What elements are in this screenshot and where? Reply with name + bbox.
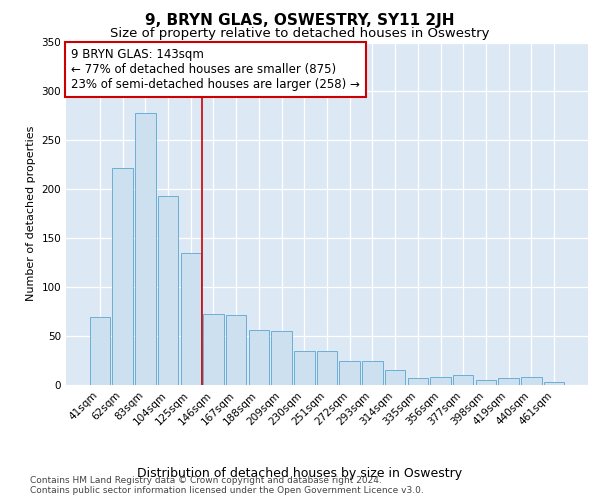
Bar: [499, 378, 519, 385]
Text: Size of property relative to detached houses in Oswestry: Size of property relative to detached ho…: [110, 28, 490, 40]
Bar: [476, 380, 496, 385]
Bar: [90, 316, 110, 385]
Bar: [385, 370, 406, 385]
Text: 9, BRYN GLAS, OSWESTRY, SY11 2JH: 9, BRYN GLAS, OSWESTRY, SY11 2JH: [145, 12, 455, 28]
Bar: [203, 314, 224, 385]
Text: Contains HM Land Registry data © Crown copyright and database right 2024.: Contains HM Land Registry data © Crown c…: [30, 476, 382, 485]
Bar: [226, 314, 247, 385]
Bar: [430, 377, 451, 385]
Bar: [544, 382, 564, 385]
Bar: [453, 375, 473, 385]
Bar: [362, 360, 383, 385]
Bar: [158, 196, 178, 385]
Text: Contains public sector information licensed under the Open Government Licence v3: Contains public sector information licen…: [30, 486, 424, 495]
Bar: [317, 351, 337, 385]
Bar: [271, 331, 292, 385]
Text: 9 BRYN GLAS: 143sqm
← 77% of detached houses are smaller (875)
23% of semi-detac: 9 BRYN GLAS: 143sqm ← 77% of detached ho…: [71, 48, 360, 90]
Bar: [135, 113, 155, 385]
Bar: [407, 378, 428, 385]
Bar: [112, 168, 133, 385]
Bar: [248, 330, 269, 385]
Bar: [181, 253, 201, 385]
Y-axis label: Number of detached properties: Number of detached properties: [26, 126, 36, 302]
Text: Distribution of detached houses by size in Oswestry: Distribution of detached houses by size …: [137, 468, 463, 480]
Bar: [294, 351, 314, 385]
Bar: [340, 360, 360, 385]
Bar: [521, 377, 542, 385]
